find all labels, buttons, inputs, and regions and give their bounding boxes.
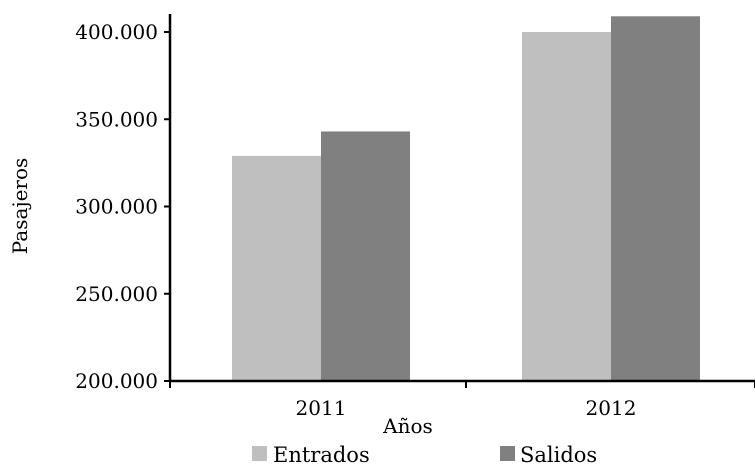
bars-group xyxy=(232,16,700,381)
legend-swatch xyxy=(252,446,267,461)
y-tick-label: 300.000 xyxy=(75,195,158,219)
y-tick-label: 350.000 xyxy=(75,107,158,131)
legend-item-entrados: Entrados xyxy=(252,443,370,466)
x-tick-label: 2012 xyxy=(586,396,637,420)
bar-entrados-2012 xyxy=(522,32,611,381)
bar-salidos-2011 xyxy=(321,131,410,381)
bar-salidos-2012 xyxy=(611,16,700,381)
x-axis-ticks: 2011 2012 xyxy=(169,381,755,420)
y-axis-title: Pasajeros xyxy=(8,158,32,255)
y-axis-ticks: 200.000 250.000 300.000 350.000 400.000 xyxy=(75,20,170,393)
plot-area: 200.000 250.000 300.000 350.000 400.000 2011… xyxy=(75,14,755,420)
y-tick-label: 250.000 xyxy=(75,282,158,306)
legend-swatch xyxy=(500,446,515,461)
x-axis-title: Años xyxy=(382,414,433,438)
x-tick-label: 2011 xyxy=(296,396,347,420)
legend-item-salidos: Salidos xyxy=(500,443,597,466)
legend-label: Salidos xyxy=(520,443,597,466)
y-tick-label: 400.000 xyxy=(75,20,158,44)
legend-label: Entrados xyxy=(273,443,370,466)
legend: Entrados Salidos xyxy=(252,443,597,466)
bar-entrados-2011 xyxy=(232,155,321,381)
y-tick-label: 200.000 xyxy=(75,369,158,393)
